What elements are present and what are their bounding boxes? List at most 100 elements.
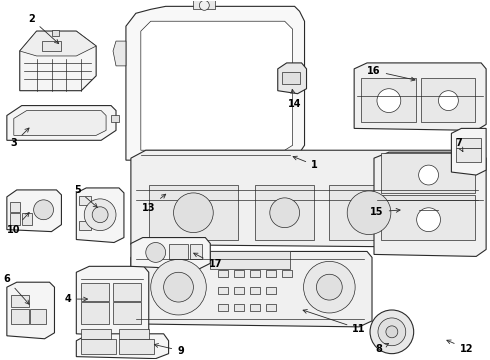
Bar (79, 221, 91, 230)
Circle shape (317, 274, 342, 300)
Text: 12: 12 (447, 340, 473, 354)
Bar (113, 302, 141, 324)
Bar (194, 0, 215, 9)
Bar (420, 78, 475, 122)
Circle shape (84, 199, 116, 231)
Bar (81, 283, 109, 301)
Text: 14: 14 (288, 89, 301, 109)
Circle shape (146, 243, 166, 262)
Bar (250, 304, 260, 311)
Polygon shape (126, 6, 305, 160)
Circle shape (173, 193, 213, 233)
Text: 6: 6 (3, 274, 29, 304)
Bar (169, 244, 189, 260)
Text: 1: 1 (293, 156, 318, 170)
Text: 15: 15 (370, 207, 400, 217)
Bar (79, 196, 91, 205)
Circle shape (199, 0, 209, 10)
Text: 4: 4 (65, 294, 88, 304)
Circle shape (151, 260, 206, 315)
Bar (456, 148, 481, 162)
Bar (81, 302, 109, 324)
Polygon shape (76, 266, 149, 337)
Bar (250, 287, 260, 294)
Circle shape (370, 310, 414, 354)
Circle shape (92, 207, 108, 223)
Polygon shape (76, 188, 124, 243)
Bar (210, 251, 290, 269)
Bar (149, 185, 238, 239)
Polygon shape (7, 282, 54, 339)
Bar (10, 202, 20, 212)
Circle shape (270, 198, 299, 228)
Polygon shape (156, 175, 185, 205)
Bar (255, 185, 315, 239)
Text: 9: 9 (154, 343, 184, 356)
Bar (266, 287, 276, 294)
Bar (329, 185, 409, 239)
Text: 5: 5 (74, 185, 98, 207)
Bar (111, 114, 119, 122)
Polygon shape (131, 251, 372, 327)
Polygon shape (14, 111, 106, 135)
Circle shape (418, 165, 439, 185)
Text: 10: 10 (7, 212, 29, 235)
Bar (22, 213, 32, 225)
Polygon shape (141, 21, 293, 150)
Bar (234, 270, 244, 277)
Polygon shape (451, 129, 486, 175)
Polygon shape (131, 150, 483, 247)
Bar (10, 213, 20, 225)
Bar (119, 339, 154, 354)
Bar (234, 304, 244, 311)
Text: 11: 11 (303, 310, 366, 334)
Circle shape (439, 91, 458, 111)
Circle shape (303, 261, 355, 313)
Bar (250, 270, 260, 277)
Bar (218, 287, 228, 294)
Bar (30, 309, 46, 324)
Polygon shape (131, 238, 210, 269)
Circle shape (347, 191, 391, 235)
Polygon shape (354, 63, 486, 130)
Text: 13: 13 (142, 194, 166, 213)
Bar (361, 78, 416, 122)
Bar (113, 283, 141, 301)
Polygon shape (76, 334, 169, 359)
Bar (381, 153, 475, 193)
Circle shape (34, 200, 53, 220)
Polygon shape (20, 31, 96, 91)
Text: 2: 2 (28, 14, 59, 44)
Polygon shape (374, 152, 486, 256)
Bar (42, 41, 61, 51)
Bar (51, 30, 59, 36)
Circle shape (416, 208, 441, 231)
Bar (266, 304, 276, 311)
Text: 8: 8 (375, 343, 389, 354)
Bar (266, 270, 276, 277)
Bar (218, 304, 228, 311)
Bar (381, 195, 475, 239)
Circle shape (164, 272, 194, 302)
Text: 17: 17 (194, 253, 222, 269)
Bar (234, 287, 244, 294)
Polygon shape (7, 190, 61, 231)
Polygon shape (7, 105, 116, 140)
Bar (119, 329, 149, 339)
Text: 16: 16 (367, 66, 415, 81)
Text: 3: 3 (10, 128, 29, 148)
Circle shape (378, 318, 406, 346)
Bar (282, 72, 299, 84)
Text: 7: 7 (455, 138, 463, 152)
Bar (191, 244, 202, 260)
Polygon shape (278, 63, 307, 94)
Circle shape (386, 326, 398, 338)
Bar (11, 295, 29, 307)
Bar (81, 329, 111, 339)
Polygon shape (20, 31, 96, 56)
Bar (456, 138, 481, 148)
Bar (218, 270, 228, 277)
Polygon shape (113, 41, 126, 66)
Bar (81, 339, 116, 354)
Bar (282, 270, 292, 277)
